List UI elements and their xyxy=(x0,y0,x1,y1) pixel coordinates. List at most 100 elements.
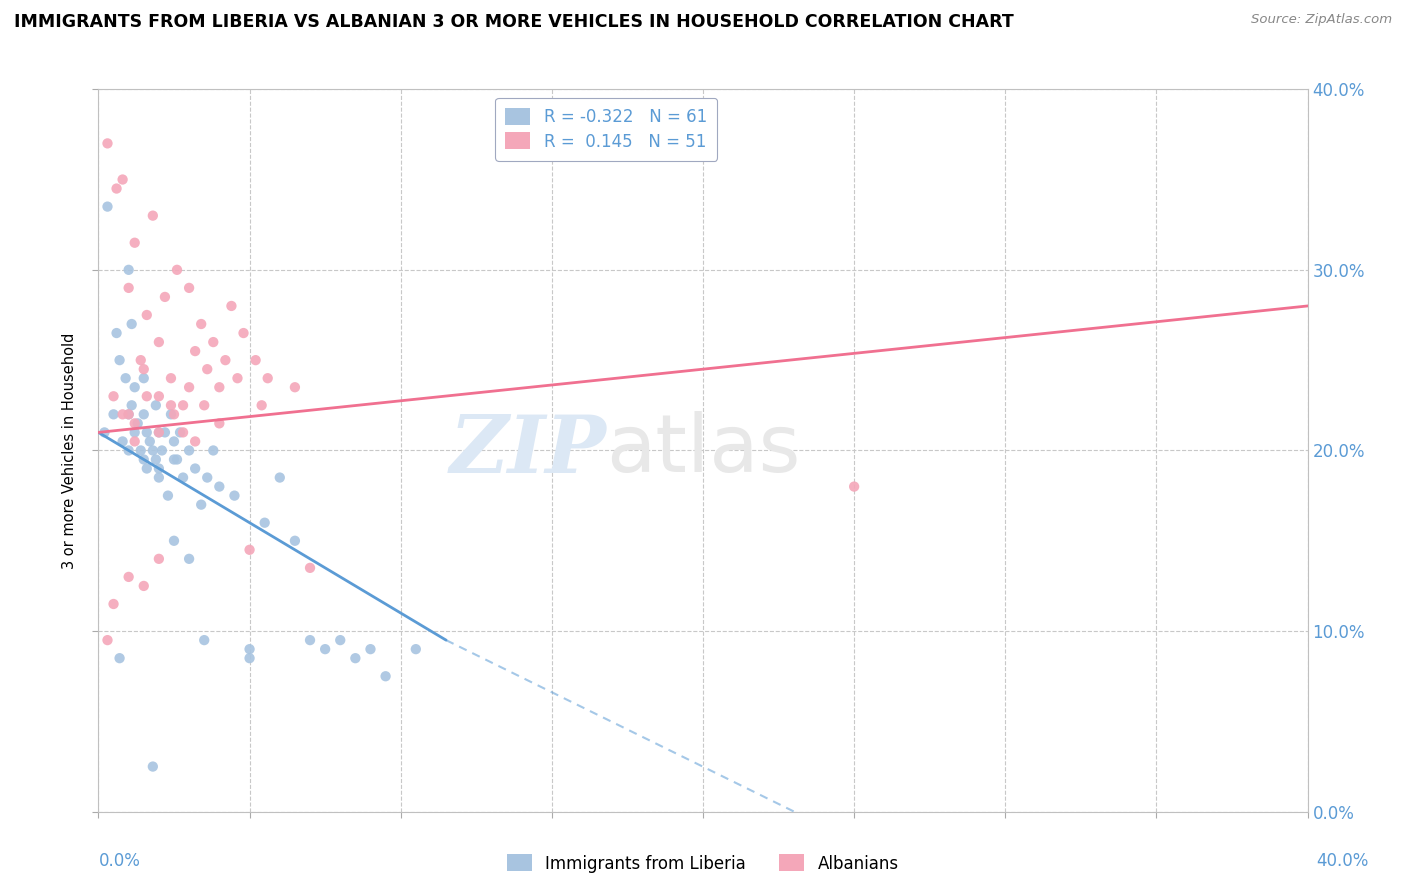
Point xyxy=(299,633,322,648)
Point xyxy=(190,498,212,512)
Point xyxy=(202,443,225,458)
Point xyxy=(239,651,262,665)
Point xyxy=(148,461,170,475)
Point xyxy=(163,533,186,548)
Point xyxy=(96,136,118,151)
Point xyxy=(148,425,170,440)
Point xyxy=(108,353,131,368)
Point xyxy=(111,172,134,186)
Point xyxy=(135,461,157,475)
Point xyxy=(121,317,143,331)
Point xyxy=(221,299,243,313)
Point xyxy=(172,425,194,440)
Point xyxy=(96,200,118,214)
Point xyxy=(193,398,215,412)
Point xyxy=(111,434,134,449)
Point xyxy=(142,759,165,773)
Point xyxy=(135,389,157,403)
Point xyxy=(374,669,396,683)
Point xyxy=(172,470,194,484)
Point xyxy=(132,579,155,593)
Point xyxy=(156,489,179,503)
Point xyxy=(202,334,225,349)
Point xyxy=(103,597,125,611)
Point xyxy=(179,551,201,566)
Point xyxy=(153,290,176,304)
Point xyxy=(179,281,201,295)
Point xyxy=(118,570,141,584)
Point xyxy=(269,470,291,484)
Point xyxy=(114,371,136,385)
Point xyxy=(160,371,183,385)
Point xyxy=(405,642,427,657)
Point xyxy=(142,443,165,458)
Point xyxy=(179,443,201,458)
Point xyxy=(169,425,191,440)
Point xyxy=(111,407,134,421)
Point xyxy=(105,326,128,340)
Point xyxy=(124,417,146,431)
Text: 0.0%: 0.0% xyxy=(98,852,141,870)
Point xyxy=(135,425,157,440)
Point xyxy=(284,380,307,394)
Point xyxy=(166,262,188,277)
Point xyxy=(208,480,231,494)
Text: IMMIGRANTS FROM LIBERIA VS ALBANIAN 3 OR MORE VEHICLES IN HOUSEHOLD CORRELATION : IMMIGRANTS FROM LIBERIA VS ALBANIAN 3 OR… xyxy=(14,13,1014,31)
Point xyxy=(314,642,336,657)
Point xyxy=(148,389,170,403)
Point xyxy=(195,362,218,376)
Text: Source: ZipAtlas.com: Source: ZipAtlas.com xyxy=(1251,13,1392,27)
Point xyxy=(153,425,176,440)
Point xyxy=(163,407,186,421)
Legend: Immigrants from Liberia, Albanians: Immigrants from Liberia, Albanians xyxy=(501,847,905,880)
Point xyxy=(129,443,152,458)
Point xyxy=(118,407,141,421)
Point xyxy=(124,235,146,250)
Point xyxy=(148,470,170,484)
Point xyxy=(329,633,352,648)
Point xyxy=(108,651,131,665)
Point xyxy=(103,389,125,403)
Point xyxy=(124,434,146,449)
Point xyxy=(256,371,278,385)
Point xyxy=(239,642,262,657)
Point xyxy=(166,452,188,467)
Point xyxy=(232,326,254,340)
Point xyxy=(145,452,167,467)
Point xyxy=(253,516,276,530)
Point xyxy=(118,443,141,458)
Point xyxy=(224,489,246,503)
Point xyxy=(135,308,157,322)
Point xyxy=(118,281,141,295)
Point xyxy=(184,461,207,475)
Y-axis label: 3 or more Vehicles in Household: 3 or more Vehicles in Household xyxy=(62,333,77,568)
Point xyxy=(148,425,170,440)
Text: ZIP: ZIP xyxy=(450,412,606,489)
Point xyxy=(132,371,155,385)
Point xyxy=(239,542,262,557)
Point xyxy=(179,380,201,394)
Point xyxy=(190,317,212,331)
Point xyxy=(193,633,215,648)
Point xyxy=(118,262,141,277)
Point xyxy=(129,353,152,368)
Point xyxy=(184,434,207,449)
Point xyxy=(132,407,155,421)
Point xyxy=(160,398,183,412)
Point xyxy=(844,480,866,494)
Point xyxy=(245,353,267,368)
Point xyxy=(208,380,231,394)
Point xyxy=(344,651,367,665)
Point xyxy=(160,407,183,421)
Point xyxy=(214,353,236,368)
Text: atlas: atlas xyxy=(606,411,800,490)
Point xyxy=(250,398,273,412)
Point xyxy=(105,181,128,195)
Point xyxy=(118,407,141,421)
Point xyxy=(124,380,146,394)
Point xyxy=(184,344,207,359)
Point xyxy=(360,642,382,657)
Point xyxy=(145,398,167,412)
Point xyxy=(208,417,231,431)
Point xyxy=(132,362,155,376)
